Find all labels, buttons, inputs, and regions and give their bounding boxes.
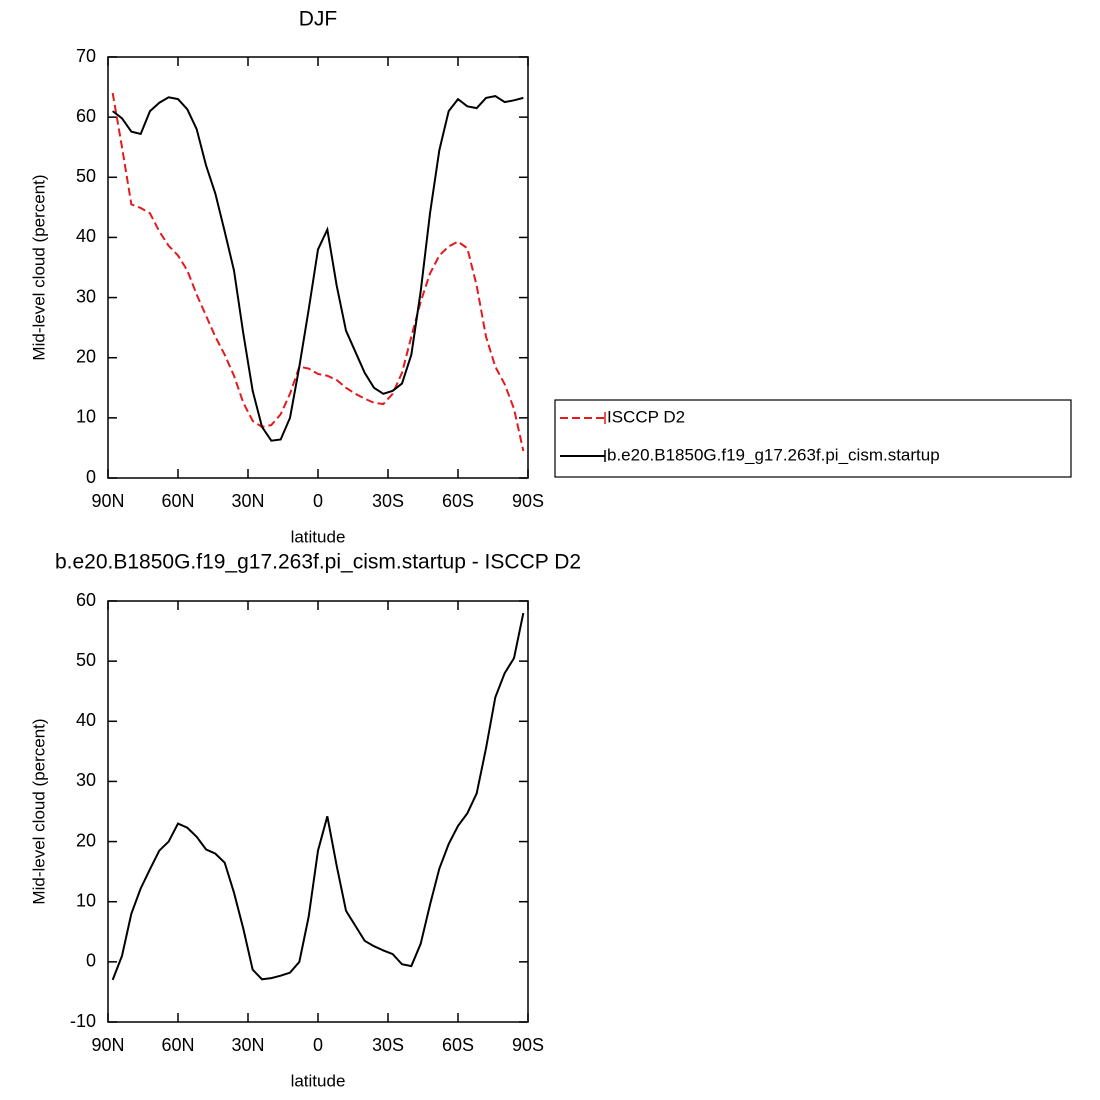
y-tick-label: 30 — [76, 770, 96, 790]
x-tick-label: 0 — [313, 491, 323, 511]
x-axis-label: latitude — [291, 527, 346, 546]
legend-label: ISCCP D2 — [607, 407, 685, 426]
plot-frame — [107, 600, 529, 1023]
y-tick-label: 10 — [76, 407, 96, 427]
y-tick-label: 50 — [76, 650, 96, 670]
y-tick-label: 0 — [86, 467, 96, 487]
data-line — [111, 612, 525, 981]
plot-frame — [107, 56, 529, 479]
y-tick-label: 30 — [76, 286, 96, 306]
y-tick-label: 40 — [76, 710, 96, 730]
legend-box — [554, 399, 1072, 478]
y-tick-label: 40 — [76, 226, 96, 246]
y-tick-label: 20 — [76, 830, 96, 850]
y-tick-label: 70 — [76, 46, 96, 66]
x-tick-label: 60N — [161, 491, 194, 511]
x-tick-label: 30N — [231, 1035, 264, 1055]
x-tick-label: 60S — [442, 491, 474, 511]
x-tick-label: 90N — [91, 1035, 124, 1055]
y-axis-label: Mid-level cloud (percent) — [29, 174, 48, 360]
x-tick-label: 60S — [442, 1035, 474, 1055]
chart-title: b.e20.B1850G.f19_g17.263f.pi_cism.startu… — [55, 551, 581, 574]
y-tick-label: 0 — [86, 951, 96, 971]
x-axis-label: latitude — [291, 1071, 346, 1090]
y-tick-label: 60 — [76, 106, 96, 126]
y-tick-label: 60 — [76, 590, 96, 610]
x-tick-label: 90N — [91, 491, 124, 511]
x-tick-label: 30N — [231, 491, 264, 511]
chart-title: DJF — [299, 8, 338, 31]
legend-label: b.e20.B1850G.f19_g17.263f.pi_cism.startu… — [607, 445, 940, 464]
y-tick-label: 50 — [76, 166, 96, 186]
y-tick-label: -10 — [70, 1011, 96, 1031]
data-line — [112, 95, 524, 442]
x-tick-label: 30S — [372, 491, 404, 511]
data-line — [111, 92, 525, 452]
y-tick-label: 20 — [76, 346, 96, 366]
chart: DJF latitude Mid-level cloud (percent) 0 10 2… — [29, 8, 1072, 546]
x-tick-label: 0 — [313, 1035, 323, 1055]
x-tick-label: 60N — [161, 1035, 194, 1055]
y-axis-label: Mid-level cloud (percent) — [29, 718, 48, 904]
y-tick-label: 10 — [76, 890, 96, 910]
x-tick-label: 30S — [372, 1035, 404, 1055]
x-tick-label: 90S — [512, 1035, 544, 1055]
chart: b.e20.B1850G.f19_g17.263f.pi_cism.startu… — [29, 551, 581, 1091]
x-tick-label: 90S — [512, 491, 544, 511]
